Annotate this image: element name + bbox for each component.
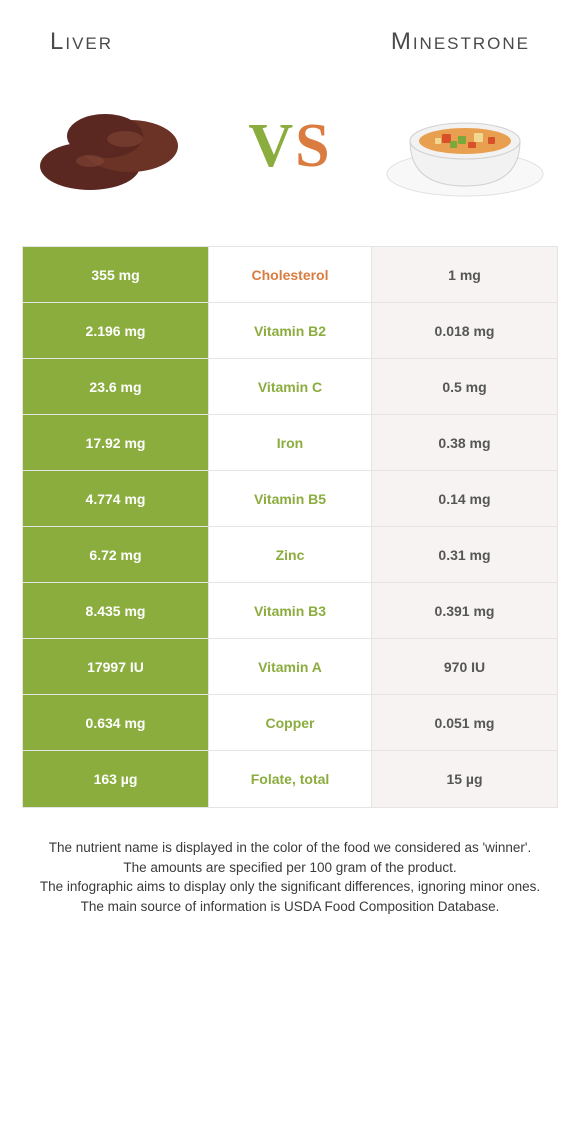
table-row: 163 µgFolate, total15 µg	[23, 751, 557, 807]
nutrient-label: Cholesterol	[208, 247, 372, 302]
value-right: 1 mg	[372, 247, 557, 302]
vs-row: VS	[0, 66, 580, 236]
value-left: 17997 IU	[23, 639, 208, 694]
soup-icon	[380, 86, 550, 206]
value-left: 6.72 mg	[23, 527, 208, 582]
nutrient-label: Vitamin A	[208, 639, 372, 694]
food-left-title: Liver	[50, 28, 113, 56]
nutrient-label: Vitamin B3	[208, 583, 372, 638]
food-left-image	[30, 86, 200, 206]
value-left: 2.196 mg	[23, 303, 208, 358]
value-right: 0.391 mg	[372, 583, 557, 638]
value-left: 163 µg	[23, 751, 208, 807]
footer-notes: The nutrient name is displayed in the co…	[28, 838, 552, 916]
table-row: 355 mgCholesterol1 mg	[23, 247, 557, 303]
nutrient-label: Zinc	[208, 527, 372, 582]
value-right: 0.38 mg	[372, 415, 557, 470]
footer-line: The nutrient name is displayed in the co…	[28, 838, 552, 858]
vs-s: S	[295, 112, 331, 180]
value-right: 0.018 mg	[372, 303, 557, 358]
table-row: 2.196 mgVitamin B20.018 mg	[23, 303, 557, 359]
food-right-image	[380, 86, 550, 206]
nutrient-table: 355 mgCholesterol1 mg2.196 mgVitamin B20…	[22, 246, 558, 808]
nutrient-label: Iron	[208, 415, 372, 470]
value-left: 8.435 mg	[23, 583, 208, 638]
table-row: 23.6 mgVitamin C0.5 mg	[23, 359, 557, 415]
nutrient-label: Vitamin C	[208, 359, 372, 414]
value-right: 0.051 mg	[372, 695, 557, 750]
nutrient-label: Folate, total	[208, 751, 372, 807]
table-row: 4.774 mgVitamin B50.14 mg	[23, 471, 557, 527]
header: Liver Minestrone	[0, 0, 580, 66]
value-right: 970 IU	[372, 639, 557, 694]
liver-icon	[30, 91, 200, 201]
table-row: 8.435 mgVitamin B30.391 mg	[23, 583, 557, 639]
footer-line: The main source of information is USDA F…	[28, 897, 552, 917]
footer-line: The amounts are specified per 100 gram o…	[28, 858, 552, 878]
value-left: 355 mg	[23, 247, 208, 302]
value-left: 0.634 mg	[23, 695, 208, 750]
food-right-title: Minestrone	[391, 28, 530, 56]
nutrient-label: Copper	[208, 695, 372, 750]
value-left: 17.92 mg	[23, 415, 208, 470]
vs-label: VS	[248, 111, 331, 182]
value-right: 15 µg	[372, 751, 557, 807]
footer-line: The infographic aims to display only the…	[28, 877, 552, 897]
nutrient-label: Vitamin B5	[208, 471, 372, 526]
table-row: 6.72 mgZinc0.31 mg	[23, 527, 557, 583]
value-left: 23.6 mg	[23, 359, 208, 414]
table-row: 0.634 mgCopper0.051 mg	[23, 695, 557, 751]
table-row: 17.92 mgIron0.38 mg	[23, 415, 557, 471]
value-right: 0.31 mg	[372, 527, 557, 582]
value-right: 0.14 mg	[372, 471, 557, 526]
table-row: 17997 IUVitamin A970 IU	[23, 639, 557, 695]
value-right: 0.5 mg	[372, 359, 557, 414]
vs-v: V	[248, 112, 295, 180]
nutrient-label: Vitamin B2	[208, 303, 372, 358]
value-left: 4.774 mg	[23, 471, 208, 526]
